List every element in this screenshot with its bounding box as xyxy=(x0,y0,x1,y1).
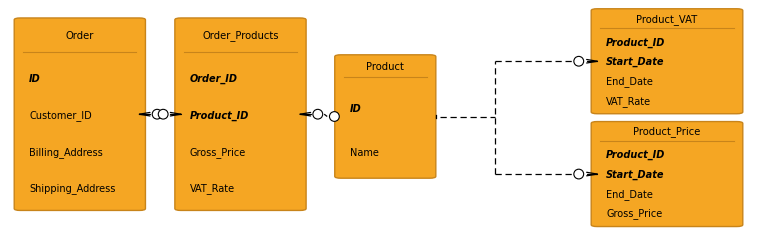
FancyBboxPatch shape xyxy=(14,18,145,210)
Text: Customer_ID: Customer_ID xyxy=(30,110,92,121)
Text: Start_Date: Start_Date xyxy=(606,170,665,180)
Text: Product_Price: Product_Price xyxy=(634,127,701,137)
Text: Order_ID: Order_ID xyxy=(190,74,238,84)
FancyBboxPatch shape xyxy=(335,55,436,178)
Ellipse shape xyxy=(158,109,168,119)
Text: Shipping_Address: Shipping_Address xyxy=(30,183,116,194)
Ellipse shape xyxy=(574,169,584,179)
Text: Billing_Address: Billing_Address xyxy=(30,147,103,158)
FancyBboxPatch shape xyxy=(591,122,743,226)
Text: Gross_Price: Gross_Price xyxy=(190,147,246,158)
Text: Order_Products: Order_Products xyxy=(202,30,279,41)
Text: Product: Product xyxy=(366,62,404,72)
Text: Name: Name xyxy=(350,147,378,158)
Text: VAT_Rate: VAT_Rate xyxy=(190,183,235,194)
Text: Start_Date: Start_Date xyxy=(606,57,665,67)
Text: ID: ID xyxy=(30,74,41,84)
Ellipse shape xyxy=(313,109,322,119)
Text: Product_VAT: Product_VAT xyxy=(637,14,698,25)
FancyBboxPatch shape xyxy=(175,18,306,210)
Text: VAT_Rate: VAT_Rate xyxy=(606,96,652,106)
FancyBboxPatch shape xyxy=(591,9,743,114)
Text: End_Date: End_Date xyxy=(606,76,653,87)
Text: Product_ID: Product_ID xyxy=(606,150,665,161)
Text: Gross_Price: Gross_Price xyxy=(606,209,662,219)
Ellipse shape xyxy=(574,56,584,66)
Text: ID: ID xyxy=(350,104,362,114)
Ellipse shape xyxy=(329,112,339,121)
Text: Order: Order xyxy=(66,31,94,41)
Text: End_Date: End_Date xyxy=(606,189,653,200)
Text: Product_ID: Product_ID xyxy=(190,110,249,121)
Text: Product_ID: Product_ID xyxy=(606,37,665,48)
Ellipse shape xyxy=(152,109,162,119)
